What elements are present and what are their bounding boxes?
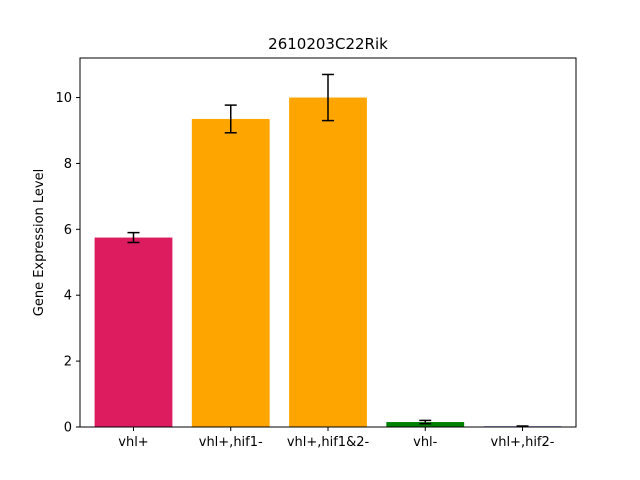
plot-area-frame [79,57,577,428]
error-bars-group [127,73,529,428]
x-tick-label-0: vhl+ [118,435,148,450]
y-tick-label-0: 0 [64,421,72,436]
chart-title: 2610203C22Rik [268,35,388,53]
bar-3 [386,422,465,427]
y-tick-label-4: 8 [64,157,72,172]
y-axis-ticks: 0 2 4 6 8 10 [55,91,80,436]
y-axis-label: Gene Expression Level [32,169,47,316]
x-axis-ticks: vhl+ vhl+,hif1- vhl+,hif1&2- vhl-vhl+,hif2- [118,427,555,450]
y-tick-label-5: 10 [55,91,72,106]
x-tick-label-2: vhl+,hif1&2- [287,435,370,450]
bar-1 [191,118,270,427]
y-tick-label-2: 4 [64,289,72,304]
bar-2 [289,97,367,428]
y-tick-label-1: 2 [64,355,72,370]
x-tick-label-3: vhl- [413,435,438,450]
bar-0 [94,237,173,427]
x-tick-label-1: vhl+,hif1- [199,435,263,450]
x-tick-label-4: vhl+,hif2- [491,435,555,450]
y-tick-label-3: 6 [64,223,72,238]
